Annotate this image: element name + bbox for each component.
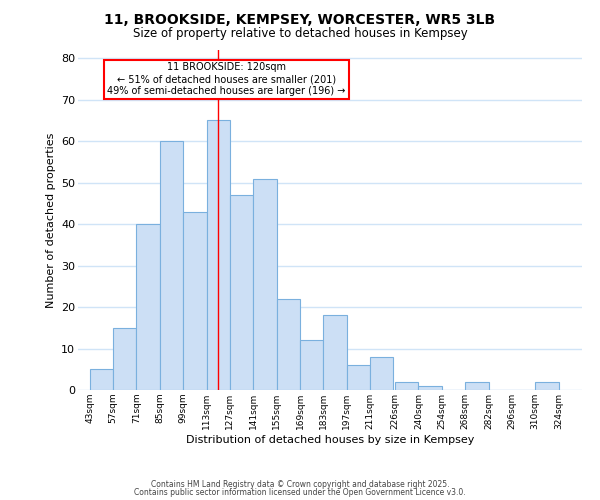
Text: Contains HM Land Registry data © Crown copyright and database right 2025.: Contains HM Land Registry data © Crown c… [151, 480, 449, 489]
Bar [465, 382, 488, 390]
Bar [347, 365, 370, 390]
Bar [89, 370, 113, 390]
Bar [253, 178, 277, 390]
Bar [300, 340, 323, 390]
Bar [136, 224, 160, 390]
Text: 11, BROOKSIDE, KEMPSEY, WORCESTER, WR5 3LB: 11, BROOKSIDE, KEMPSEY, WORCESTER, WR5 3… [104, 12, 496, 26]
Bar [230, 195, 253, 390]
Bar [113, 328, 136, 390]
Bar [395, 382, 418, 390]
Text: Size of property relative to detached houses in Kempsey: Size of property relative to detached ho… [133, 28, 467, 40]
Bar [206, 120, 230, 390]
Text: Contains public sector information licensed under the Open Government Licence v3: Contains public sector information licen… [134, 488, 466, 497]
X-axis label: Distribution of detached houses by size in Kempsey: Distribution of detached houses by size … [186, 434, 474, 444]
Bar [277, 299, 300, 390]
Text: 11 BROOKSIDE: 120sqm
← 51% of detached houses are smaller (201)
49% of semi-deta: 11 BROOKSIDE: 120sqm ← 51% of detached h… [107, 62, 346, 96]
Bar [183, 212, 206, 390]
Bar [160, 141, 183, 390]
Bar [535, 382, 559, 390]
Bar [323, 316, 347, 390]
Y-axis label: Number of detached properties: Number of detached properties [46, 132, 56, 308]
Bar [370, 357, 394, 390]
Bar [418, 386, 442, 390]
